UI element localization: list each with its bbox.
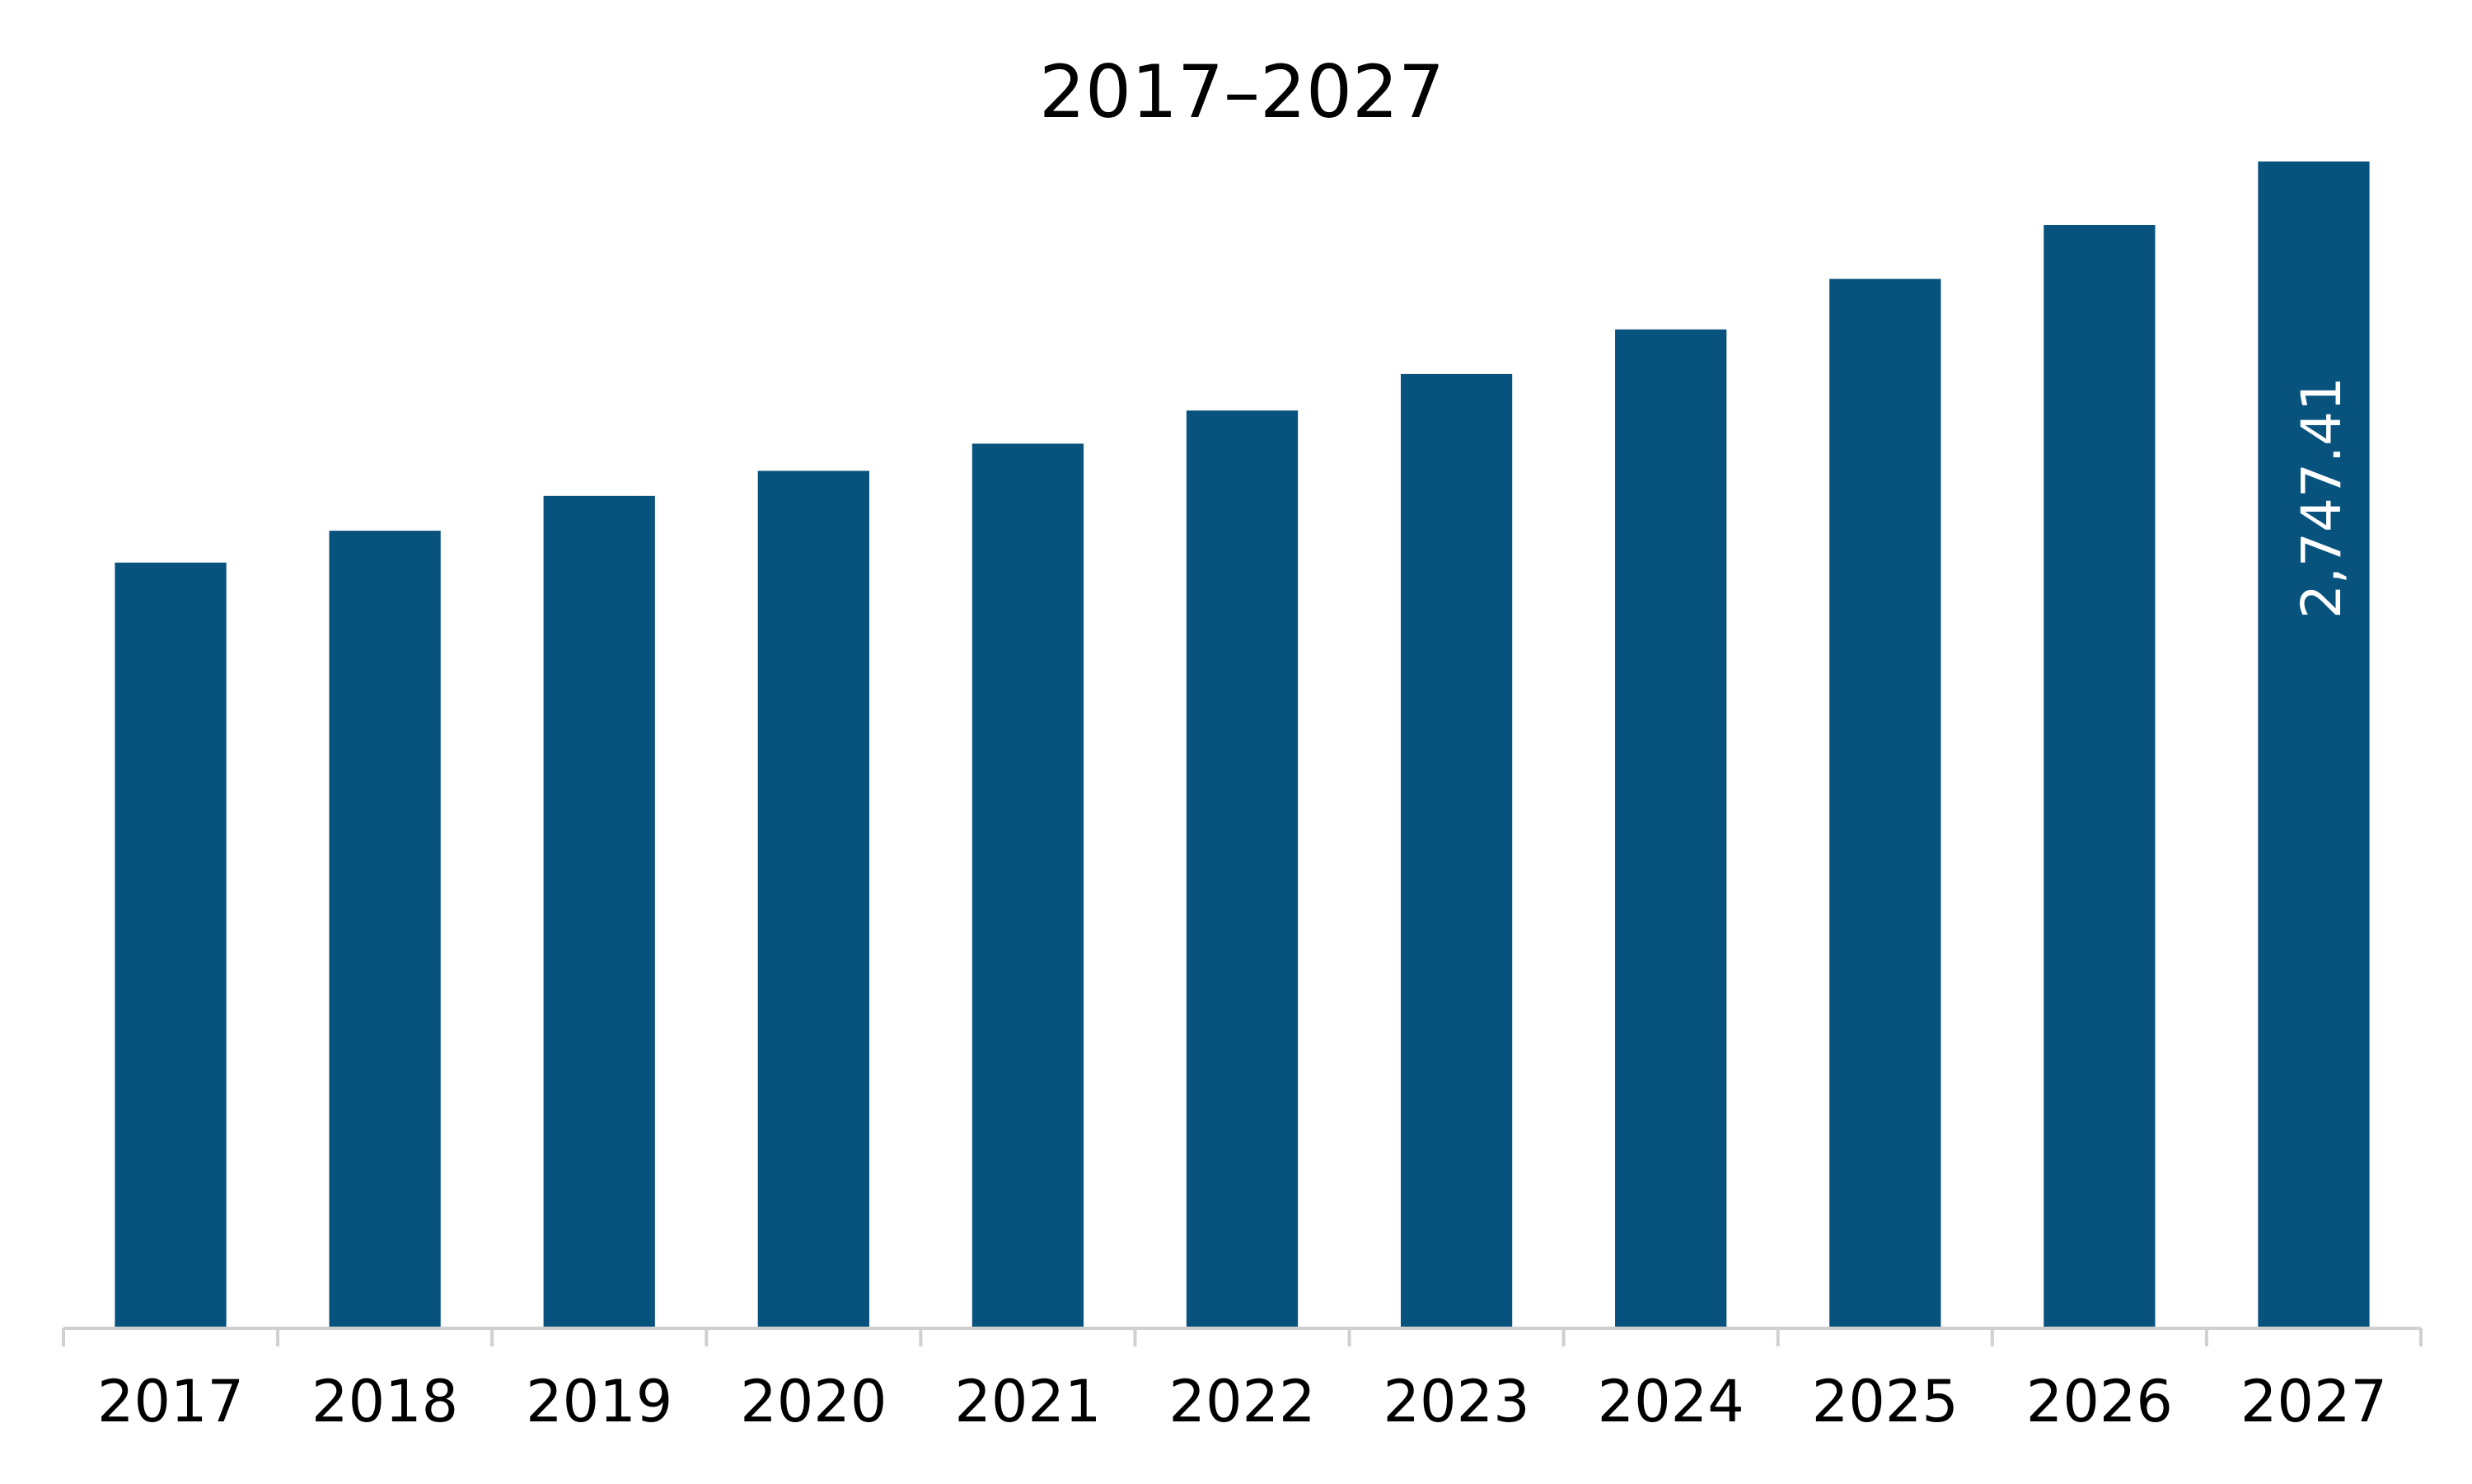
x-tick-label: 2024 (1598, 1368, 1744, 1435)
x-tick-label: 2022 (1168, 1368, 1315, 1435)
bar (1829, 279, 1941, 1328)
bar (971, 443, 1084, 1328)
x-tick-label: 2020 (740, 1368, 887, 1435)
bar (1615, 329, 1727, 1329)
x-tick-label: 2019 (526, 1368, 672, 1435)
bar (1400, 373, 1513, 1328)
x-tick-label: 2025 (1812, 1368, 1959, 1435)
bar (757, 470, 869, 1329)
bar (329, 531, 441, 1328)
chart-title: 2017–2027 (1039, 49, 1444, 134)
x-tick-label: 2017 (97, 1368, 244, 1435)
bar (543, 495, 655, 1328)
x-tick-label: 2021 (954, 1368, 1101, 1435)
bar (1186, 410, 1299, 1329)
x-tick-label: 2026 (2026, 1368, 2173, 1435)
x-tick-label: 2023 (1383, 1368, 1530, 1435)
bar (2258, 162, 2370, 1328)
bar (115, 562, 227, 1328)
x-tick-label: 2027 (2240, 1368, 2387, 1435)
x-tick-label: 2018 (311, 1368, 458, 1435)
bar (2044, 225, 2156, 1328)
value-label: 2,747.41 (2290, 377, 2353, 619)
